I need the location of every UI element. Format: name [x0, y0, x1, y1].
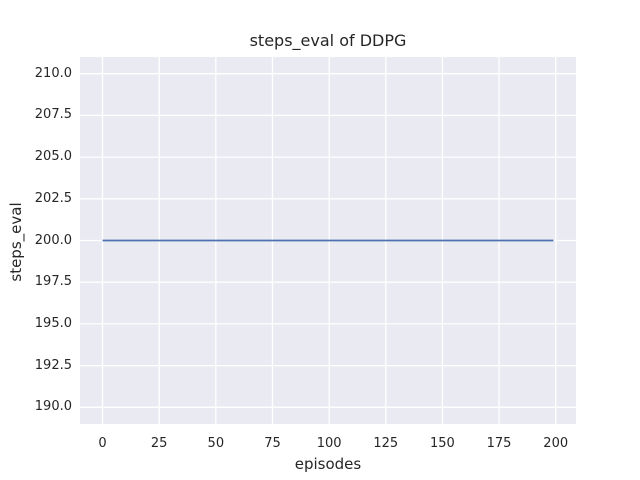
- x-tick-label: 75: [264, 436, 281, 451]
- y-tick-label: 202.5: [34, 190, 72, 206]
- y-tick-label: 205.0: [34, 149, 72, 165]
- y-tick-label: 195.0: [34, 315, 72, 331]
- chart-title: steps_eval of DDPG: [249, 31, 407, 50]
- plot-canvas: [80, 57, 576, 424]
- x-tick-label: 175: [486, 436, 512, 451]
- x-tick-label: 50: [207, 436, 225, 451]
- y-tick-label: 197.5: [34, 274, 72, 290]
- x-tick-label: 25: [150, 436, 168, 451]
- x-axis-label: episodes: [294, 455, 362, 473]
- y-tick-label: 190.0: [34, 399, 72, 415]
- y-tick-label: 210.0: [34, 65, 72, 81]
- x-tick-label: 100: [316, 436, 342, 451]
- x-tick-label: 150: [430, 436, 455, 451]
- x-tick-label: 125: [373, 436, 399, 451]
- y-tick-label: 207.5: [34, 107, 72, 123]
- plot-area: [80, 57, 576, 424]
- x-tick-label: 0: [98, 436, 107, 451]
- y-tick-label: 192.5: [34, 357, 72, 373]
- y-tick-label: 200.0: [34, 232, 72, 248]
- x-tick-label: 200: [543, 436, 569, 451]
